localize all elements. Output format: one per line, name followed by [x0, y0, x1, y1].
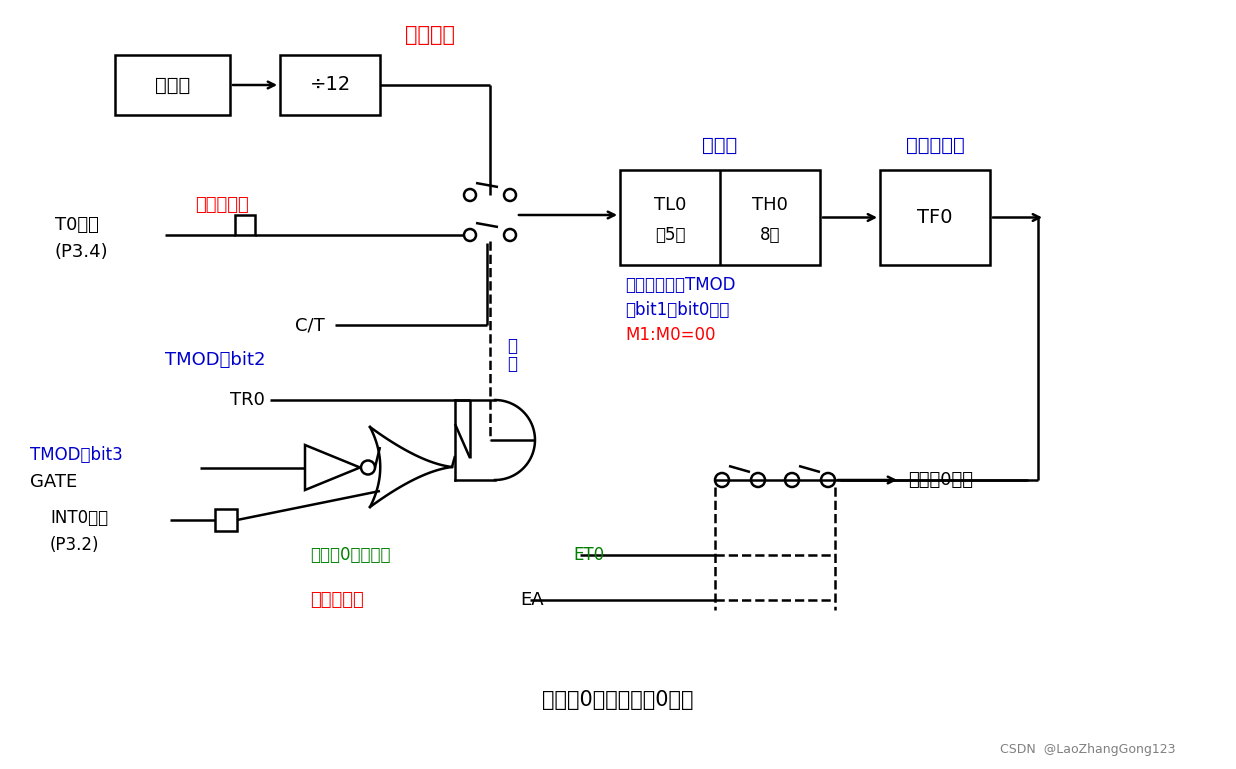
- Text: INT0引脚: INT0引脚: [49, 509, 108, 527]
- Text: CSDN  @LaoZhangGong123: CSDN @LaoZhangGong123: [1000, 744, 1175, 757]
- Text: 系统时钟: 系统时钟: [405, 25, 455, 45]
- Text: EA: EA: [520, 591, 544, 609]
- Text: 低5位: 低5位: [655, 226, 685, 244]
- Text: 工作方式通过TMOD: 工作方式通过TMOD: [625, 276, 735, 294]
- Bar: [235, 215, 255, 235]
- Text: 8位: 8位: [760, 226, 780, 244]
- Text: 溢出标志位: 溢出标志位: [906, 135, 964, 155]
- Bar: [281, 55, 379, 115]
- Text: TL0: TL0: [654, 196, 686, 214]
- Text: M1:M0=00: M1:M0=00: [625, 326, 716, 344]
- Bar: [115, 55, 230, 115]
- Text: (P3.2): (P3.2): [49, 536, 100, 554]
- Text: ÷12: ÷12: [309, 75, 351, 95]
- Text: TH0: TH0: [751, 196, 787, 214]
- Text: 启
动: 启 动: [507, 337, 517, 373]
- Text: C/T: C/T: [295, 316, 325, 334]
- Text: 定时器0中断: 定时器0中断: [908, 471, 973, 489]
- Bar: [880, 170, 990, 265]
- Text: GATE: GATE: [30, 473, 77, 491]
- Text: TF0: TF0: [917, 208, 953, 227]
- Text: 计数器时钟: 计数器时钟: [195, 196, 248, 214]
- Text: 总中断使能: 总中断使能: [310, 591, 363, 609]
- Text: (P3.4): (P3.4): [54, 243, 109, 261]
- Text: 定时器0工作在模式0框图: 定时器0工作在模式0框图: [543, 690, 693, 710]
- Text: 的bit1和bit0选择: 的bit1和bit0选择: [625, 301, 729, 319]
- Text: TMOD的bit3: TMOD的bit3: [30, 446, 122, 464]
- Text: 振荡器: 振荡器: [154, 75, 190, 95]
- Text: ET0: ET0: [574, 546, 604, 564]
- Bar: [620, 170, 819, 265]
- Text: TR0: TR0: [230, 391, 265, 409]
- Text: 计数器: 计数器: [702, 135, 738, 155]
- Text: T0引脚: T0引脚: [54, 216, 99, 234]
- Bar: [215, 509, 237, 531]
- Text: 定时器0中断使能: 定时器0中断使能: [310, 546, 391, 564]
- Text: TMOD的bit2: TMOD的bit2: [164, 351, 266, 369]
